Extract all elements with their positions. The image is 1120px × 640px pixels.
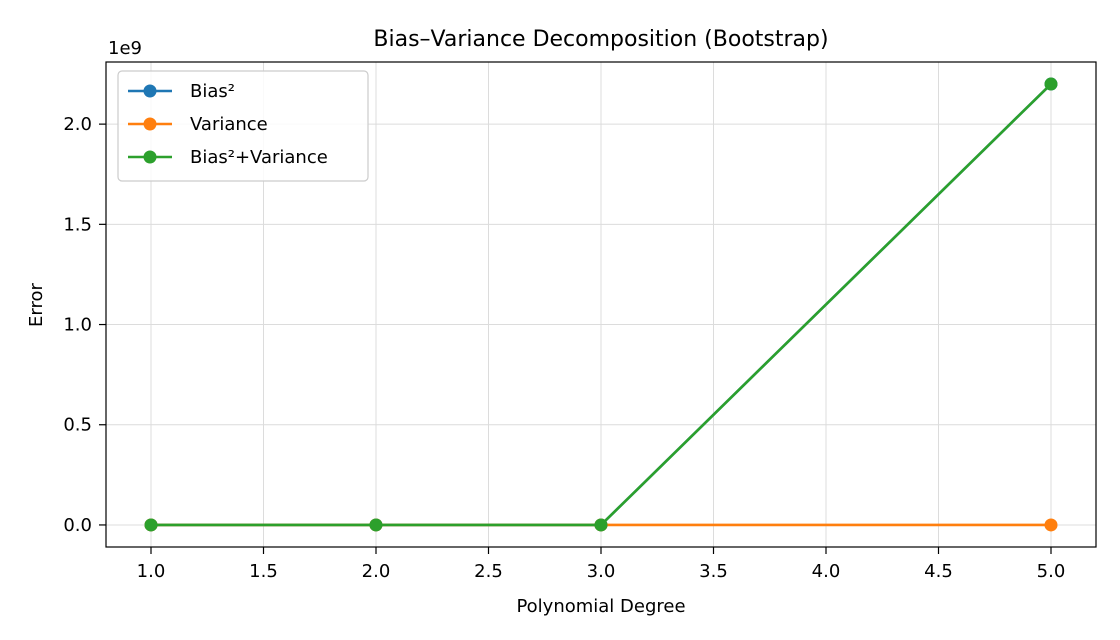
- y-tick-label: 1.0: [63, 315, 92, 336]
- x-tick-label: 1.5: [249, 561, 278, 582]
- legend-item: Bias²+Variance: [128, 147, 328, 168]
- x-tick-label: 3.0: [587, 561, 616, 582]
- y-tick-label: 0.5: [63, 415, 92, 436]
- y-tick-label: 2.0: [63, 114, 92, 135]
- legend-item: Variance: [128, 114, 268, 135]
- y-tick-label: 0.0: [63, 515, 92, 536]
- legend-marker: [143, 117, 157, 131]
- x-tick-label: 4.0: [812, 561, 841, 582]
- legend-label: Variance: [190, 114, 268, 135]
- data-point: [144, 518, 158, 532]
- axis-ticks: 1.0 1.5 2.0 2.5 3.0 3.5 4.0 4.5 5.0 0.0 0.5 1.0 1.5 2…: [63, 114, 1065, 582]
- y-offset-label: 1e9: [108, 38, 142, 59]
- x-tick-label: 4.5: [924, 561, 953, 582]
- chart-title: Bias–Variance Decomposition (Bootstrap): [373, 27, 828, 52]
- series-group: [144, 77, 1058, 532]
- series-line: [151, 83, 1052, 527]
- data-point: [594, 518, 608, 532]
- data-point: [369, 518, 383, 532]
- x-tick-label: 3.5: [699, 561, 728, 582]
- y-axis-label: Error: [26, 282, 47, 326]
- series-3: [144, 77, 1058, 532]
- data-point: [1044, 77, 1058, 91]
- y-tick-label: 1.5: [63, 214, 92, 235]
- legend-marker: [143, 84, 157, 98]
- legend-box: [117, 70, 369, 182]
- x-tick-label: 2.0: [362, 561, 391, 582]
- x-tick-label: 1.0: [137, 561, 166, 582]
- legend-item: Bias²: [128, 81, 235, 102]
- x-axis-label: Polynomial Degree: [516, 596, 685, 617]
- legend-label: Bias²+Variance: [190, 147, 328, 168]
- data-point: [1044, 518, 1058, 532]
- legend-label: Bias²: [190, 81, 235, 102]
- legend-marker: [143, 150, 157, 164]
- x-tick-label: 5.0: [1037, 561, 1066, 582]
- x-tick-label: 2.5: [474, 561, 503, 582]
- legend: Bias² Variance Bias²+Variance: [117, 70, 369, 182]
